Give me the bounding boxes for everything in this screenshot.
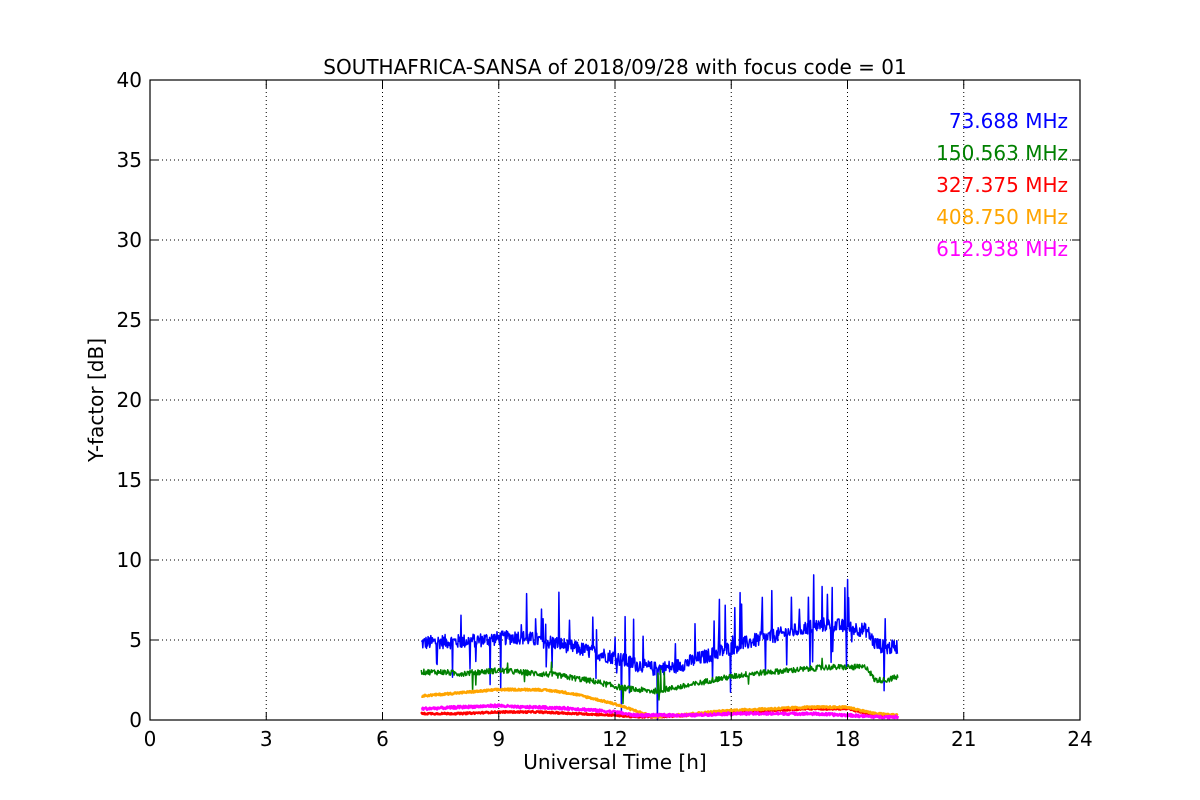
y-tick-label: 10 xyxy=(117,548,142,572)
series-layer xyxy=(420,574,900,721)
legend-entry: 73.688 MHz xyxy=(949,109,1068,133)
x-tick-label: 24 xyxy=(1067,727,1092,751)
x-tick-label: 12 xyxy=(602,727,627,751)
x-tick-label: 0 xyxy=(144,727,157,751)
y-axis-title: Y-factor [dB] xyxy=(84,338,108,463)
legend: 73.688 MHz 150.563 MHz 327.375 MHz 408.750 … xyxy=(936,109,1068,261)
y-tick-label: 5 xyxy=(129,628,142,652)
y-tick-label: 0 xyxy=(129,708,142,732)
chart-title: SOUTHAFRICA-SANSA of 2018/09/28 with foc… xyxy=(323,55,907,79)
y-tick-label: 20 xyxy=(117,388,142,412)
ticks: 0 3 6 9 12 15 18 21 24 0 5 10 15 20 25 30 35 40 xyxy=(117,68,1093,751)
x-tick-label: 6 xyxy=(376,727,389,751)
x-tick-label: 18 xyxy=(835,727,860,751)
x-axis-title: Universal Time [h] xyxy=(523,750,706,774)
x-tick-label: 15 xyxy=(719,727,744,751)
y-tick-label: 40 xyxy=(117,68,142,92)
x-tick-label: 21 xyxy=(951,727,976,751)
series-line xyxy=(420,687,899,719)
y-tick-label: 30 xyxy=(117,228,142,252)
y-tick-label: 35 xyxy=(117,148,142,172)
x-tick-label: 3 xyxy=(260,727,273,751)
y-tick-label: 25 xyxy=(117,308,142,332)
legend-entry: 327.375 MHz xyxy=(936,173,1068,197)
x-tick-label: 9 xyxy=(492,727,505,751)
y-tick-label: 15 xyxy=(117,468,142,492)
series-line xyxy=(420,657,899,705)
series-line xyxy=(420,703,900,720)
series-line xyxy=(421,574,899,721)
legend-entry: 612.938 MHz xyxy=(936,237,1068,261)
legend-entry: 150.563 MHz xyxy=(936,141,1068,165)
legend-entry: 408.750 MHz xyxy=(936,205,1068,229)
